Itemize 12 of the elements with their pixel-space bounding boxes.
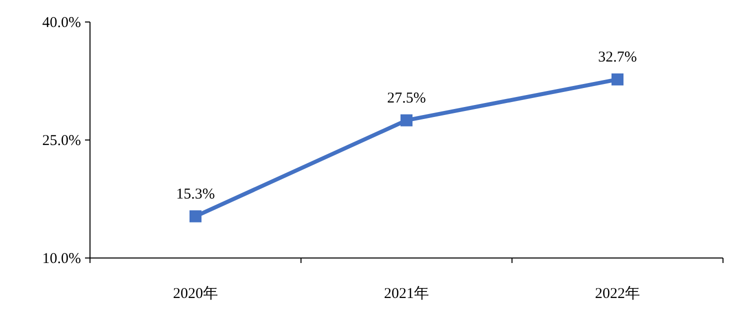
x-tick-label: 2022年	[595, 285, 640, 302]
x-tick-label: 2021年	[384, 285, 429, 302]
y-tick-label: 10.0%	[42, 251, 81, 267]
y-tick-label: 40.0%	[42, 15, 81, 31]
y-tick-label: 25.0%	[42, 133, 81, 149]
data-label: 15.3%	[176, 186, 215, 202]
point	[400, 114, 412, 126]
point	[612, 73, 624, 86]
data-label: 32.7%	[598, 49, 637, 66]
data-label: 27.5%	[387, 90, 426, 106]
point	[190, 210, 202, 222]
x-tick-label: 2020年	[173, 285, 218, 302]
